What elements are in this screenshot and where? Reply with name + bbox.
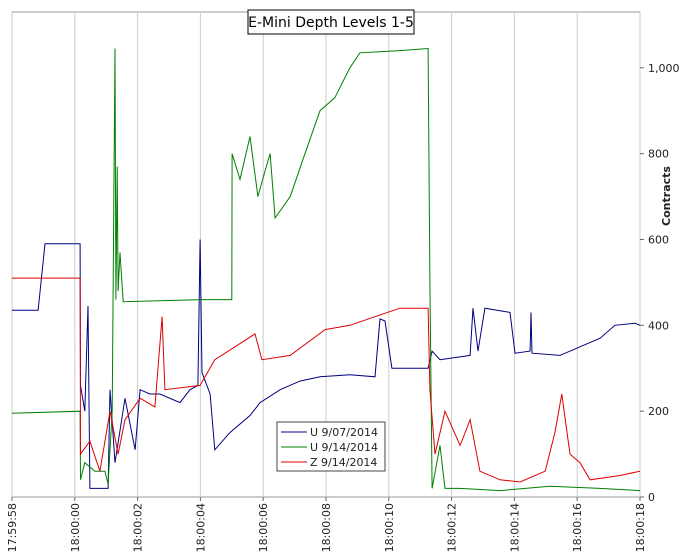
x-tick-label: 18:00:12 [446, 503, 459, 552]
y-tick-label: 0 [648, 491, 655, 504]
title-box [247, 9, 415, 35]
x-tick-label: 18:00:08 [320, 503, 333, 552]
chart-title: E-Mini Depth Levels 1-5 [248, 15, 414, 31]
y-tick-label: 800 [648, 148, 669, 161]
x-tick-label: 18:00:06 [257, 503, 270, 552]
x-tick-label: 18:00:10 [383, 503, 396, 552]
y-tick-label: 600 [648, 233, 669, 246]
series-line [12, 239, 641, 489]
grid [11, 12, 641, 497]
y-tick-label: 200 [648, 405, 669, 418]
x-tick-label: 18:00:04 [194, 503, 207, 552]
series-line [11, 47, 641, 492]
legend-label: Z 9/14/2014 [310, 456, 377, 469]
x-tick-label: 18:00:14 [508, 503, 521, 552]
x-tick-label: 17:59:58 [6, 503, 19, 552]
x-tick-label: 18:00:02 [132, 503, 145, 552]
y-tick-label: 400 [648, 319, 669, 332]
x-tick-label: 18:00:18 [634, 503, 647, 552]
legend-label: U 9/07/2014 [310, 426, 378, 439]
x-tick-label: 18:00:00 [69, 503, 82, 552]
legend: U 9/07/2014 U 9/14/2014 Z 9/14/2014 [276, 421, 386, 472]
axes: 17:59:58 18:00:00 18:00:02 18:00:04 18:00:06… [6, 62, 680, 553]
x-tick-label: 18:00:16 [571, 503, 584, 552]
series-line [12, 277, 641, 483]
lines [11, 47, 641, 492]
y-axis-label: Contracts [660, 166, 673, 226]
y-tick-label: 1,000 [648, 62, 680, 75]
legend-label: U 9/14/2014 [310, 441, 378, 454]
